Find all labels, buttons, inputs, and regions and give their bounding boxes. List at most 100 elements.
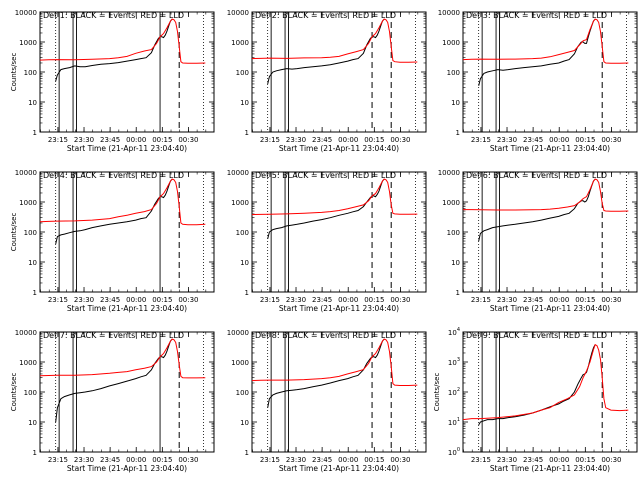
y-tick-exponent: 3 (457, 357, 460, 363)
y-tick-label: 10000 (438, 9, 460, 17)
y-tick-label: 1000 (442, 199, 460, 207)
y-tick-label: 100 (236, 69, 249, 77)
x-tick-label: 23:30 (286, 456, 306, 464)
y-tick-exponent: 4 (457, 327, 460, 333)
x-tick-label: 23:30 (74, 136, 94, 144)
lld-series-line (462, 18, 629, 64)
plot-frame (251, 331, 427, 453)
plot-frame (39, 331, 215, 453)
x-tick-label: 23:30 (286, 296, 306, 304)
events-series-line (267, 338, 385, 408)
x-tick-label: 23:15 (260, 296, 280, 304)
y-tick-label: 100 (24, 389, 37, 397)
x-tick-label: 00:00 (338, 296, 358, 304)
y-tick-label: 1 (245, 449, 249, 457)
lld-series-line (251, 18, 418, 63)
x-tick-label: 00:00 (126, 296, 146, 304)
x-axis-label: Start Time (21-Apr-11 23:04:40) (279, 464, 399, 473)
y-tick-label: 100 (448, 447, 460, 457)
x-tick-label: 00:30 (601, 136, 621, 144)
plot-frame (251, 171, 427, 293)
x-axis-label: Start Time (21-Apr-11 23:04:40) (67, 144, 187, 153)
x-tick-label: 23:45 (100, 456, 120, 464)
panel-title: Det 5: BLACK = Events, RED = LLD (255, 171, 396, 180)
x-tick-label: 23:30 (74, 296, 94, 304)
x-axis-label: Start Time (21-Apr-11 23:04:40) (279, 304, 399, 313)
x-tick-label: 00:15 (152, 296, 172, 304)
x-tick-label: 23:30 (286, 136, 306, 144)
x-tick-label: 00:00 (338, 456, 358, 464)
x-tick-label: 00:30 (601, 296, 621, 304)
y-tick-label: 1000 (19, 199, 37, 207)
lld-series-line (39, 338, 206, 379)
plot-frame (462, 171, 638, 293)
y-tick-label: 10000 (15, 329, 37, 337)
y-tick-label: 100 (447, 229, 460, 237)
y-tick-label: 10000 (227, 169, 249, 177)
y-tick-label: 1000 (231, 199, 249, 207)
x-tick-label: 23:45 (312, 456, 332, 464)
x-tick-label: 23:15 (48, 296, 68, 304)
y-tick-label: 10000 (15, 9, 37, 17)
x-tick-label: 23:15 (260, 136, 280, 144)
panel-title: Det 3: BLACK = Events, RED = LLD (466, 11, 607, 20)
panel-title: Det 7: BLACK = Events, RED = LLD (43, 331, 184, 340)
x-tick-label: 00:30 (178, 296, 198, 304)
plot-frame (251, 11, 427, 133)
y-tick-label: 1000 (231, 359, 249, 367)
x-tick-label: 00:00 (549, 296, 569, 304)
x-tick-label: 23:15 (471, 456, 491, 464)
lld-series-line (39, 178, 206, 226)
y-tick-label: 100 (24, 229, 37, 237)
x-tick-label: 00:30 (390, 296, 410, 304)
y-tick-label: 100 (447, 69, 460, 77)
y-tick-label: 1 (33, 129, 37, 137)
x-tick-label: 00:00 (549, 456, 569, 464)
y-tick-label: 10 (240, 259, 249, 267)
y-axis-label: Counts/sec (433, 373, 441, 412)
x-tick-label: 00:30 (390, 456, 410, 464)
y-tick-label: 1000 (19, 39, 37, 47)
panel-det-2: Det 2: BLACK = Events, RED = LLD 1 10 100 10… (227, 9, 427, 153)
panel-det-8: Det 8: BLACK = Events, RED = LLD 1 10 100 10… (227, 329, 427, 473)
x-tick-label: 00:30 (601, 456, 621, 464)
y-tick-label: 10 (28, 259, 37, 267)
panel-title: Det 4: BLACK = Events, RED = LLD (43, 171, 184, 180)
y-tick-label: 104 (448, 327, 460, 337)
y-tick-label: 10 (28, 419, 37, 427)
x-tick-label: 23:45 (523, 296, 543, 304)
panel-title: Det 1: BLACK = Events, RED = LLD (43, 11, 184, 20)
panel-title: Det 2: BLACK = Events, RED = LLD (255, 11, 396, 20)
x-axis-label: Start Time (21-Apr-11 23:04:40) (490, 304, 610, 313)
x-tick-label: 23:45 (100, 296, 120, 304)
events-series-line (478, 178, 596, 242)
y-tick-label: 100 (236, 229, 249, 237)
panel-det-9: Det 9: BLACK = Events, RED = LLD10010110… (433, 327, 638, 473)
plot-frame (39, 171, 215, 293)
y-tick-label: 10 (451, 259, 460, 267)
panel-det-4: Det 4: BLACK = Events, RED = LLD 1 10 100 10… (10, 169, 215, 313)
x-tick-label: 00:00 (338, 136, 358, 144)
x-tick-label: 23:15 (48, 136, 68, 144)
y-tick-label: 10 (240, 99, 249, 107)
x-axis-label: Start Time (21-Apr-11 23:04:40) (490, 144, 610, 153)
y-tick-label: 1 (33, 289, 37, 297)
y-tick-label: 10 (451, 99, 460, 107)
x-axis-label: Start Time (21-Apr-11 23:04:40) (279, 144, 399, 153)
x-tick-label: 23:15 (48, 456, 68, 464)
y-tick-label: 10000 (227, 329, 249, 337)
x-tick-label: 00:15 (575, 136, 595, 144)
y-axis-label: Counts/sec (10, 373, 18, 412)
x-tick-label: 00:30 (390, 136, 410, 144)
lld-series-line (251, 178, 418, 216)
x-tick-label: 23:30 (497, 456, 517, 464)
x-tick-label: 00:00 (126, 136, 146, 144)
x-tick-label: 23:30 (74, 456, 94, 464)
y-tick-label: 1 (33, 449, 37, 457)
y-tick-label: 1 (456, 289, 460, 297)
events-series-line (478, 18, 596, 86)
panel-title: Det 6: BLACK = Events, RED = LLD (466, 171, 607, 180)
x-tick-label: 00:00 (126, 456, 146, 464)
panel-det-3: Det 3: BLACK = Events, RED = LLD 1 10 100 10… (438, 9, 638, 153)
